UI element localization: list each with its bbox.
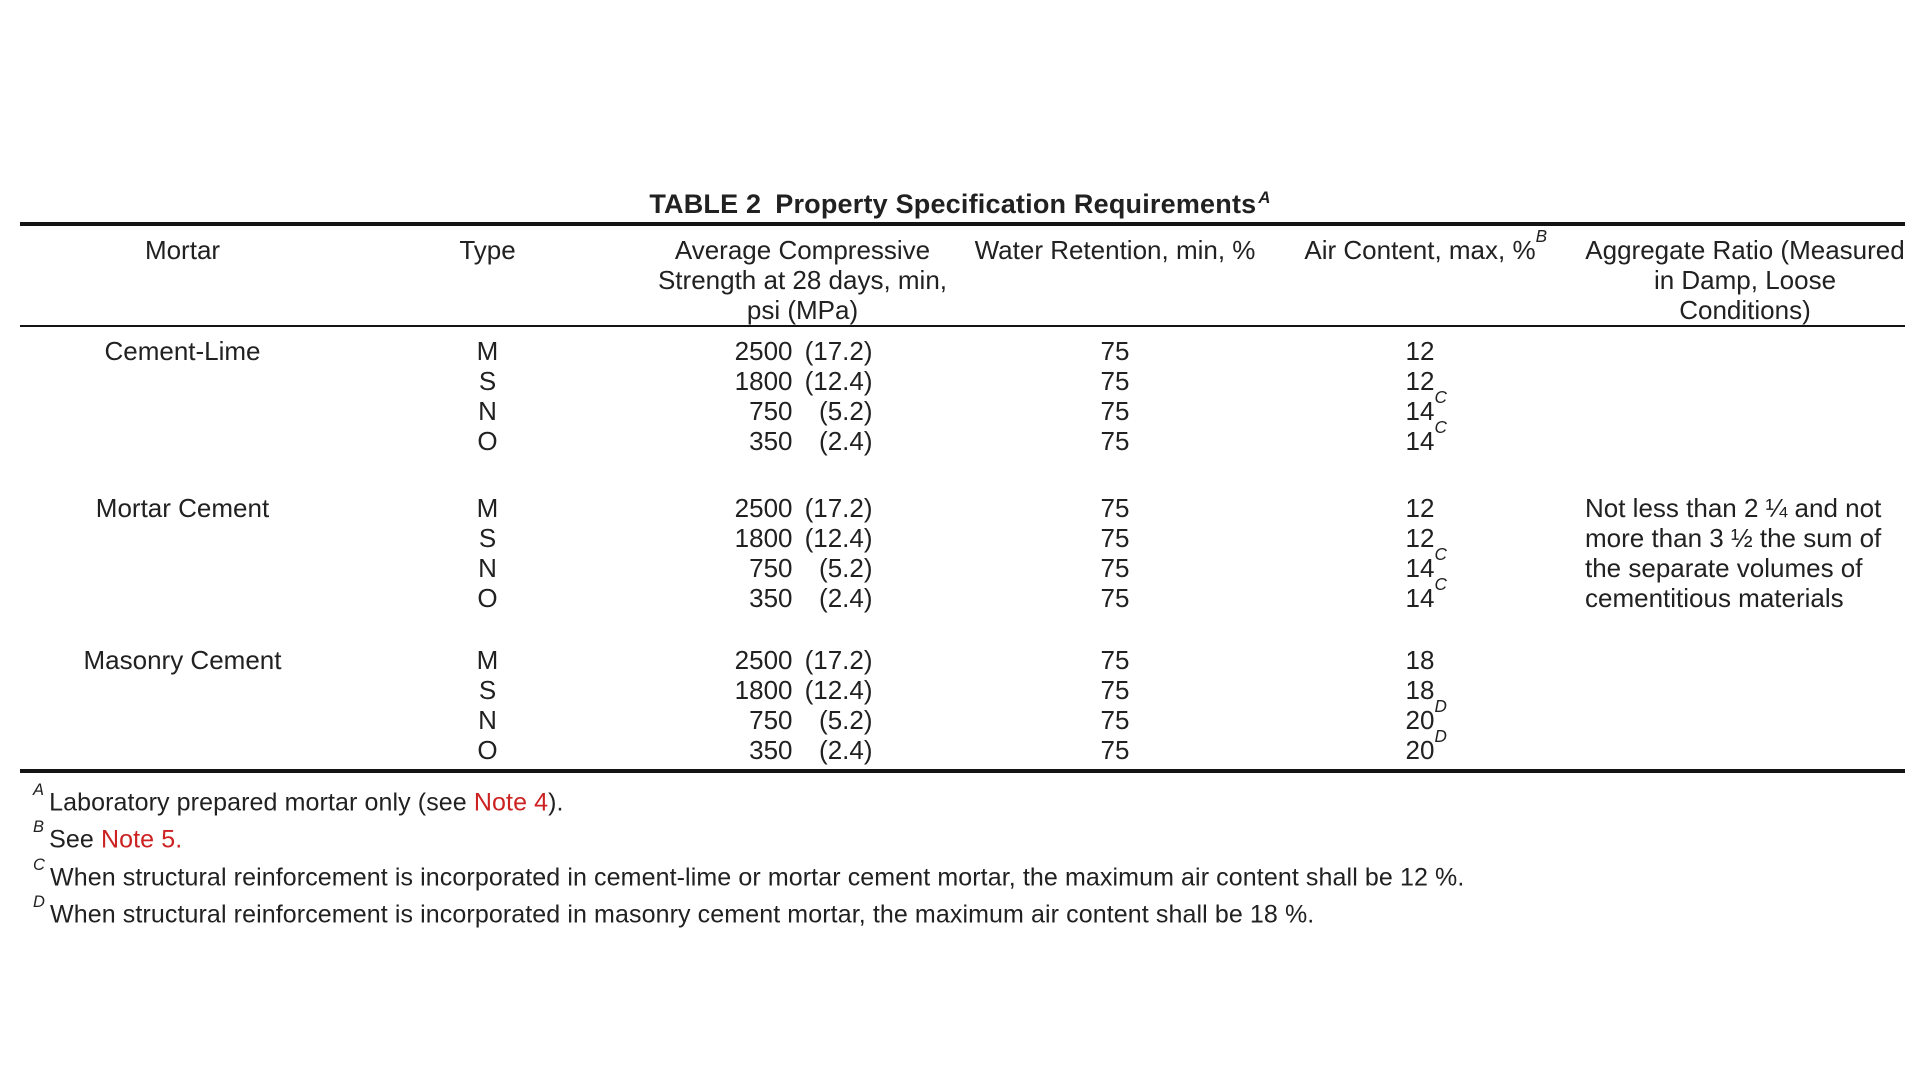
- water-cell: 75: [1100, 553, 1130, 583]
- air-cell: 12: [1405, 336, 1435, 366]
- mortar-label: Mortar Cement: [95, 493, 270, 523]
- header-compressive-strength: Average Compressive Strength at 28 days,…: [657, 235, 948, 325]
- footnotes: A Laboratory prepared mortar only (see No…: [33, 781, 1464, 930]
- type-cell: N: [478, 396, 497, 426]
- footnote-d: D When structural reinforcement is incorp…: [33, 893, 1315, 929]
- title-footnote-superscript: A: [1258, 188, 1271, 207]
- air-cell: 12: [1405, 366, 1435, 396]
- footnote-a: A Laboratory prepared mortar only (see No…: [33, 781, 564, 817]
- water-cell: 75: [1100, 583, 1130, 613]
- air-cell: 14 C: [1405, 573, 1447, 613]
- water-cell: 75: [1100, 426, 1130, 456]
- water-cell: 75: [1100, 336, 1130, 366]
- type-cell: M: [476, 336, 499, 366]
- group-mortar-cement: Mortar Cement M 2500 (17.2) 75 12 S 1800(…: [20, 493, 1905, 613]
- mortar-label: Cement-Lime: [104, 336, 261, 366]
- table-title: TABLE 2 Property Specification Requiremen…: [0, 182, 1920, 220]
- header-air-content: Air Content, max, % B: [1304, 225, 1548, 265]
- table-title-text: Property Specification Requirements: [775, 189, 1257, 219]
- header-air-superscript: B: [1535, 225, 1548, 246]
- water-cell: 75: [1100, 523, 1130, 553]
- strength-cell: 2500 (17.2): [734, 493, 873, 523]
- water-cell: 75: [1100, 675, 1130, 705]
- header-water-retention: Water Retention, min, %: [974, 235, 1256, 265]
- type-cell: O: [477, 583, 498, 613]
- strength-cell: 1800 (12.4): [734, 366, 873, 396]
- type-cell: O: [477, 426, 498, 456]
- strength-cell: 1800 (12.4): [734, 675, 873, 705]
- air-cell: 14 C: [1405, 543, 1447, 583]
- group-masonry-cement: Masonry Cement M 2500 (17.2) 75 18 S 1800…: [20, 645, 1905, 765]
- strength-cell: 750 (5.2): [749, 396, 873, 426]
- water-cell: 75: [1100, 396, 1130, 426]
- header-mortar: Mortar: [144, 235, 221, 265]
- strength-cell: 750 (5.2): [749, 705, 873, 735]
- aggregate-ratio-cell: Not less than 2 ¼ and not more than 3 ½ …: [1585, 493, 1882, 613]
- type-cell: S: [478, 675, 497, 705]
- air-cell: 20 D: [1405, 725, 1447, 765]
- type-cell: M: [476, 493, 499, 523]
- strength-cell: 350 (2.4): [749, 426, 873, 456]
- air-cell: 20 D: [1405, 695, 1447, 735]
- air-cell: 14 C: [1405, 416, 1447, 456]
- air-cell: 18: [1405, 645, 1435, 675]
- air-cell: 12: [1405, 493, 1435, 523]
- mortar-label: Masonry Cement: [83, 645, 282, 675]
- strength-cell: 750 (5.2): [749, 553, 873, 583]
- water-cell: 75: [1100, 735, 1130, 765]
- type-cell: S: [478, 523, 497, 553]
- air-cell: 14 C: [1405, 386, 1447, 426]
- type-cell: S: [478, 366, 497, 396]
- water-cell: 75: [1100, 366, 1130, 396]
- table-number: TABLE 2: [649, 189, 762, 219]
- header-type: Type: [459, 235, 516, 265]
- water-cell: 75: [1100, 645, 1130, 675]
- strength-cell: 2500 (17.2): [734, 645, 873, 675]
- table-header-row: Mortar Type Average Compressive Strength…: [20, 226, 1905, 327]
- strength-cell: 350 (2.4): [749, 583, 873, 613]
- water-cell: 75: [1100, 705, 1130, 735]
- note-5-link[interactable]: Note 5.: [100, 825, 183, 854]
- footnote-c: C When structural reinforcement is incorp…: [33, 855, 1465, 891]
- strength-cell: 1800 (12.4): [734, 523, 873, 553]
- property-specification-table: Mortar Type Average Compressive Strength…: [20, 222, 1905, 773]
- group-cement-lime: Cement-Lime M 2500 (17.2) 75 12 S 1800 (12…: [20, 336, 1905, 456]
- strength-cell: 2500 (17.2): [734, 336, 873, 366]
- water-cell: 75: [1100, 493, 1130, 523]
- strength-cell: 350 (2.4): [749, 735, 873, 765]
- type-cell: N: [478, 553, 497, 583]
- air-cell: 18: [1405, 675, 1435, 705]
- air-cell: 12: [1405, 523, 1435, 553]
- header-aggregate-ratio: Aggregate Ratio (Measured in Damp, Loose…: [1585, 235, 1905, 325]
- type-cell: O: [477, 735, 498, 765]
- type-cell: N: [478, 705, 497, 735]
- type-cell: M: [476, 645, 499, 675]
- footnote-b: B See Note 5.: [33, 818, 183, 854]
- note-4-link[interactable]: Note 4: [473, 788, 549, 817]
